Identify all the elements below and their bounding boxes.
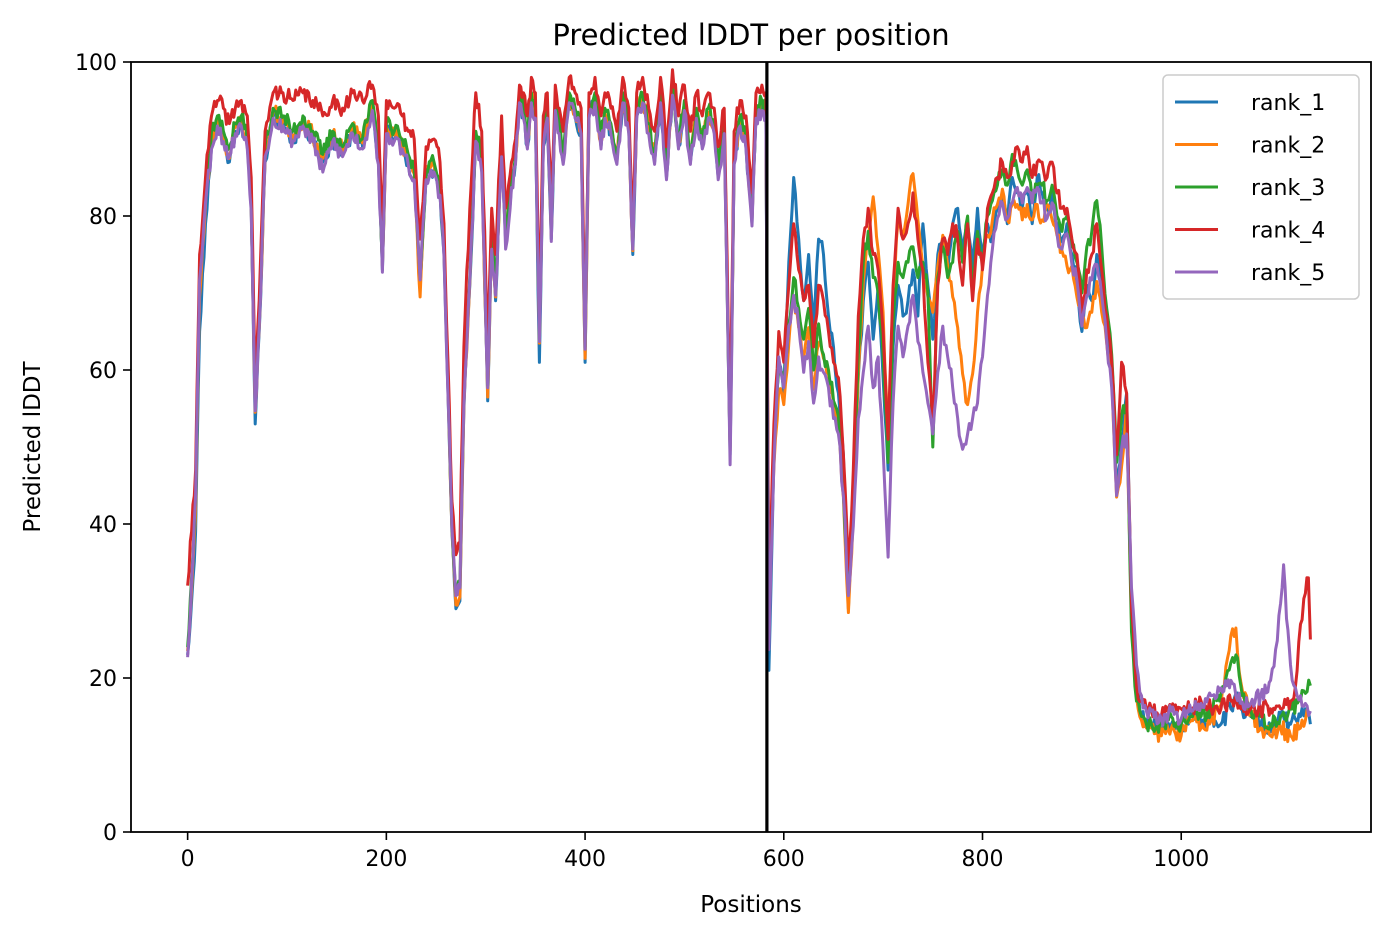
- series-lines: [186, 68, 1312, 744]
- y-tick-label: 40: [89, 513, 117, 538]
- y-axis-label: Predicted lDDT: [20, 360, 46, 532]
- legend-label-rank_1: rank_1: [1251, 91, 1325, 116]
- legend-label-rank_4: rank_4: [1251, 219, 1325, 244]
- x-tick-label: 1000: [1153, 847, 1209, 872]
- legend: rank_1 rank_2 rank_3 rank_4 rank_5: [1162, 74, 1360, 300]
- y-axis-ticks: 0 20 40 60 80 100: [75, 51, 131, 846]
- chart-title: Predicted lDDT per position: [552, 18, 949, 52]
- x-tick-label: 600: [763, 847, 805, 872]
- plot-area: [130, 61, 1372, 833]
- y-tick-label: 60: [89, 359, 117, 384]
- y-tick-label: 80: [89, 205, 117, 230]
- y-tick-label: 100: [75, 51, 117, 76]
- x-axis-label: Positions: [700, 892, 802, 918]
- series-line-rank_5: [186, 93, 1312, 727]
- x-tick-label: 200: [365, 847, 407, 872]
- x-axis-ticks: 0 200 400 600 800 1000: [181, 832, 1209, 872]
- y-tick-label: 0: [103, 821, 117, 846]
- legend-frame: [1162, 74, 1360, 300]
- y-tick-label: 20: [89, 667, 117, 692]
- legend-label-rank_2: rank_2: [1251, 134, 1325, 159]
- plot-frame: [130, 61, 1372, 833]
- x-tick-label: 0: [181, 847, 195, 872]
- legend-label-rank_5: rank_5: [1251, 261, 1325, 286]
- x-tick-label: 800: [962, 847, 1004, 872]
- series-line-rank_4: [186, 68, 1312, 720]
- x-tick-label: 400: [564, 847, 606, 872]
- legend-label-rank_3: rank_3: [1251, 176, 1325, 201]
